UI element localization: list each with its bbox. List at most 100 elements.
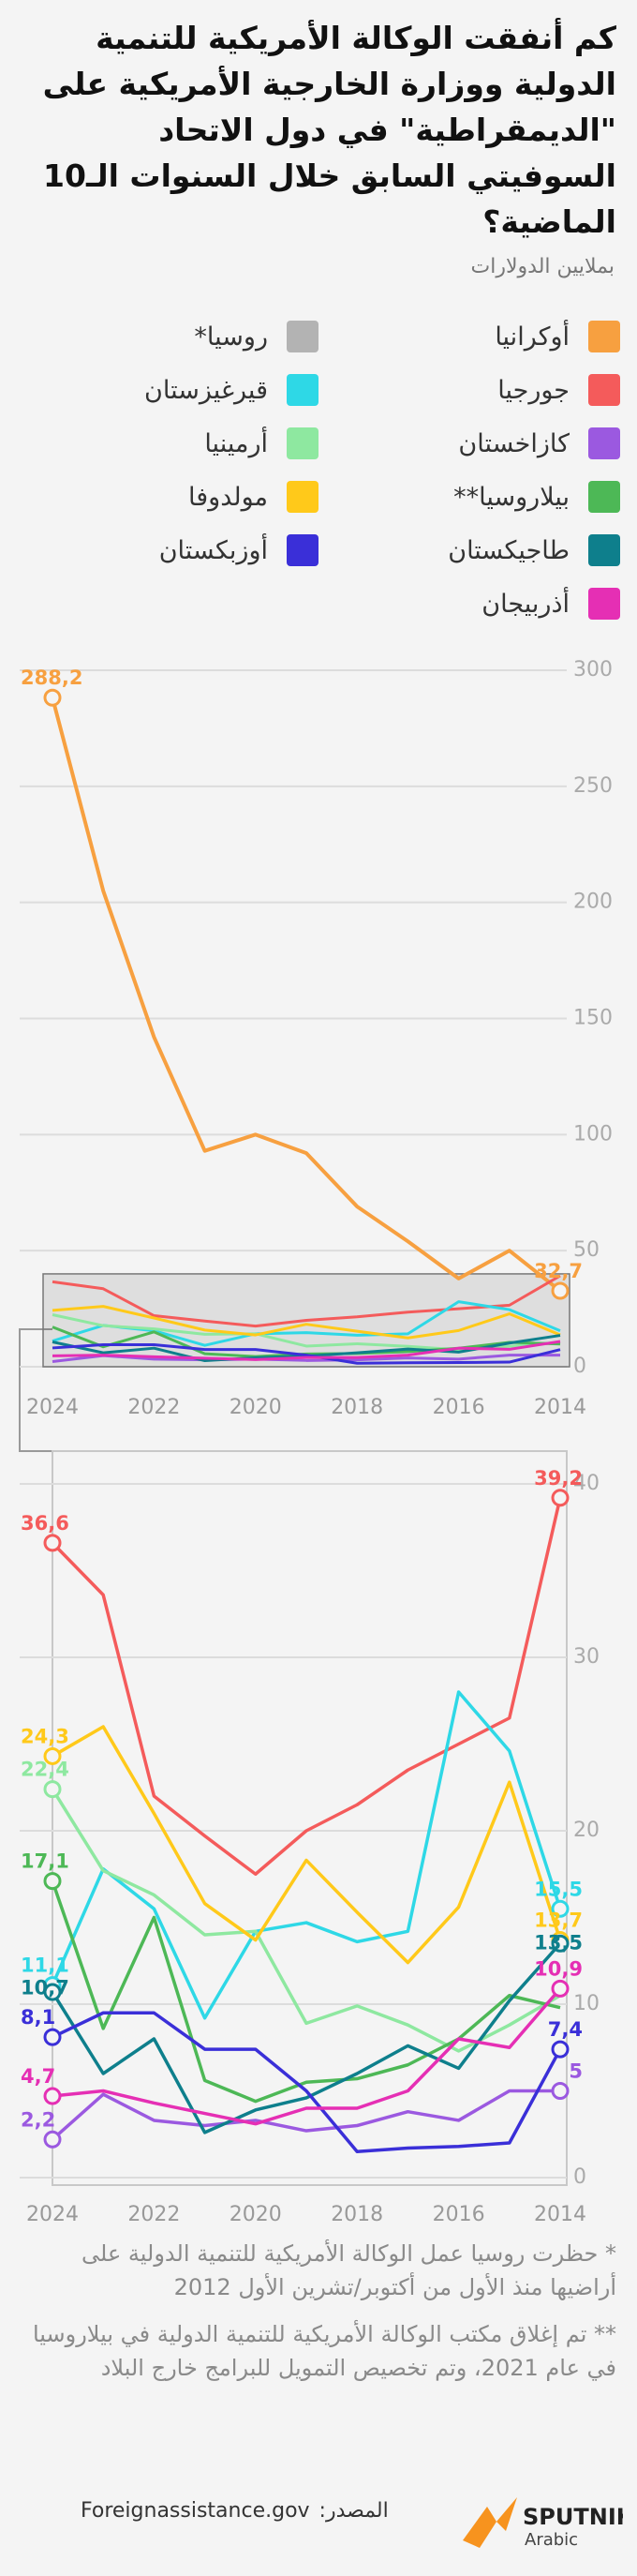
y-tick-label: 0 (573, 1355, 586, 1378)
point-marker (43, 1534, 62, 1552)
series-line (51, 2089, 560, 2141)
point-marker (551, 1899, 570, 1918)
legend-swatch (588, 481, 620, 513)
legend-swatch (588, 374, 620, 406)
y-tick-label: 200 (573, 891, 613, 914)
note: * حظرت روسيا عمل الوكالة الأمريكية للتنم… (81, 2240, 616, 2300)
legend-item: أذربيجان (481, 585, 620, 622)
value-label: 10,9 (534, 1957, 583, 1980)
value-label: 15,5 (534, 1878, 583, 1900)
y-tick-label: 100 (573, 1122, 613, 1146)
legend-label: أرمينيا (204, 428, 268, 458)
y-tick-label: 20 (573, 1819, 600, 1842)
point-marker (43, 2130, 62, 2149)
legend-label: روسيا* (194, 322, 268, 352)
x-tick-label: 2020 (230, 2203, 282, 2226)
source: المصدر: Foreignassistance.gov (81, 2499, 389, 2523)
series-line (52, 1342, 561, 1365)
legend-label: طاجيكستان (448, 535, 570, 565)
y-tick-label: 300 (573, 658, 613, 681)
series-line (52, 1305, 561, 1340)
legend-label: جورجيا (497, 375, 570, 405)
point-marker (43, 1746, 62, 1765)
point-marker (43, 2028, 62, 2046)
x-tick-label: 2018 (331, 1396, 383, 1419)
legend-label: بيلاروسيا** (453, 482, 570, 512)
source-text: Foreignassistance.gov (81, 2499, 310, 2523)
value-label: 2,2 (21, 2108, 55, 2131)
source-label: المصدر: (318, 2499, 389, 2523)
legend-item: قيرغيزستان (144, 371, 318, 409)
value-label: 7,4 (548, 2018, 583, 2041)
series-line (52, 1274, 561, 1328)
legend-label: كازاخستان (458, 428, 570, 458)
point-marker (43, 1780, 62, 1799)
logo-mark (463, 2497, 517, 2548)
value-label: 13,5 (534, 1932, 583, 1954)
legend-item: طاجيكستان (448, 532, 620, 569)
notes: * حظرت روسيا عمل الوكالة الأمريكية للتنم… (17, 2237, 616, 2398)
x-tick-label: 2024 (26, 1396, 79, 1419)
legend-item: مولدوفا (188, 478, 318, 516)
value-label: 17,1 (21, 1850, 69, 1873)
value-label: 39,2 (534, 1467, 583, 1490)
series-line (52, 1340, 561, 1361)
point-marker (43, 688, 62, 707)
value-label: 5 (569, 2060, 583, 2083)
legend-swatch (287, 321, 318, 352)
legend-swatch (287, 481, 318, 513)
series-line (52, 2011, 562, 2153)
legend-item: كازاخستان (458, 425, 620, 462)
value-label: 288,2 (21, 666, 82, 689)
legend-item: أوزبكستان (159, 532, 318, 569)
brand-sub: Arabic (525, 2530, 578, 2550)
value-label: 36,6 (21, 1512, 69, 1535)
legend-swatch (287, 534, 318, 566)
x-tick-label: 2022 (127, 1396, 180, 1419)
point-marker (43, 1872, 62, 1891)
series-line (51, 1497, 562, 1876)
series-line (51, 1880, 561, 2104)
legend-item: أوكرانيا (495, 318, 620, 355)
brand-logo: SPUTNIK Arabic (463, 2497, 623, 2550)
value-label: 4,7 (21, 2065, 55, 2088)
legend-label: قيرغيزستان (144, 375, 268, 405)
series-line (51, 1690, 562, 2020)
series-line (51, 1942, 562, 2134)
subtitle: بملايين الدولارات (470, 255, 615, 278)
x-tick-label: 2024 (26, 2203, 79, 2226)
legend-item: أرمينيا (204, 425, 318, 462)
legend-swatch (588, 534, 620, 566)
y-tick-label: 50 (573, 1238, 600, 1262)
y-tick-label: 250 (573, 774, 613, 798)
y-tick-label: 10 (573, 1992, 600, 2015)
x-tick-label: 2018 (331, 2203, 383, 2226)
series-line (51, 696, 562, 1293)
value-label: 13,7 (534, 1910, 583, 1932)
series-line (52, 1725, 562, 1965)
legend-swatch (588, 427, 620, 459)
point-marker (551, 1281, 570, 1300)
value-label: 10,7 (21, 1977, 69, 1999)
point-marker (551, 1979, 570, 1998)
x-tick-label: 2016 (433, 2203, 485, 2226)
zoom-frame (52, 1450, 568, 2186)
point-marker (551, 2082, 570, 2100)
value-label: 22,4 (21, 1759, 69, 1781)
y-tick-label: 150 (573, 1007, 613, 1030)
zoom-connector (19, 1328, 52, 1452)
legend-label: أذربيجان (481, 589, 570, 619)
legend-swatch (287, 427, 318, 459)
point-marker (43, 2087, 62, 2105)
value-label: 24,3 (21, 1725, 69, 1747)
legend-label: أوزبكستان (158, 535, 268, 565)
legend-swatch (588, 588, 620, 620)
legend-swatch (287, 374, 318, 406)
title: كم أنفقت الوكالة الأمريكية للتنمية الدول… (42, 20, 616, 240)
y-tick-label: 0 (573, 2165, 586, 2189)
x-tick-label: 2014 (534, 1396, 586, 1419)
value-label: 11,1 (21, 1954, 69, 1977)
x-tick-label: 2020 (230, 1396, 282, 1419)
